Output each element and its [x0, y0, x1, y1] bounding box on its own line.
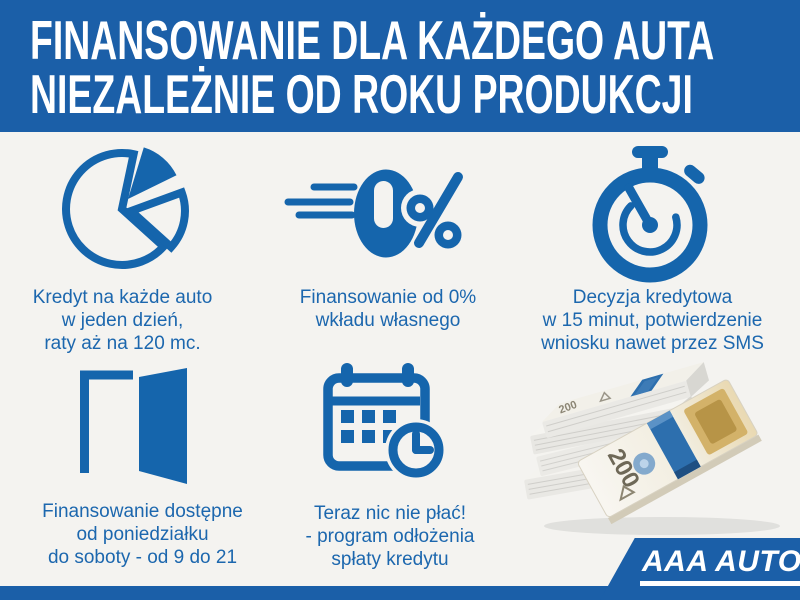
pie-chart-icon	[62, 147, 192, 282]
caption-line: w 15 minut, potwierdzenie	[542, 310, 763, 331]
header-line-2: NIEZALEŻNIE OD ROKU PRODUKCJI	[30, 63, 693, 125]
caption-line: wkładu własnego	[315, 310, 461, 331]
feature-caption-opening-hours: Finansowanie dostępne od poniedziałku do…	[15, 500, 270, 569]
feature-caption-deferred-payment: Teraz nic nie płać! - program odłożenia …	[265, 502, 515, 571]
banknote-200-label: 200	[557, 399, 578, 417]
feature-caption-credit: Kredyt na każde auto w jeden dzień, raty…	[5, 286, 240, 355]
stopwatch-icon	[586, 145, 718, 283]
caption-line: Teraz nic nie płać!	[313, 503, 467, 524]
caption-line: od poniedziałku	[76, 524, 209, 545]
caption-line: Kredyt na każde auto	[32, 287, 213, 308]
feature-caption-decision: Decyzja kredytowa w 15 minut, potwierdze…	[525, 286, 780, 355]
caption-line: raty aż na 120 mc.	[44, 333, 201, 354]
open-door-icon	[75, 366, 193, 488]
aaa-auto-logo-text: AAA AUTO	[640, 547, 800, 586]
caption-line: Finansowanie dostępne	[42, 501, 243, 522]
caption-line: Finansowanie od 0%	[299, 287, 477, 308]
aaa-auto-logo: AAA AUTO	[600, 538, 800, 600]
money-stacks-photo: 200 200	[512, 360, 792, 540]
caption-line: - program odłożenia	[305, 526, 475, 547]
header-banner: FINANSOWANIE DLA KAŻDEGO AUTA NIEZALEŻNI…	[0, 0, 800, 132]
zero-percent-icon	[280, 165, 475, 265]
caption-line: spłaty kredytu	[331, 549, 449, 570]
feature-caption-zero-percent: Finansowanie od 0% wkładu własnego	[268, 286, 508, 332]
caption-line: do soboty - od 9 do 21	[47, 547, 238, 568]
caption-line: Decyzja kredytowa	[572, 287, 733, 308]
bottom-accent-bar	[0, 586, 800, 600]
caption-line: w jeden dzień,	[61, 310, 184, 331]
caption-line: wniosku nawet przez SMS	[541, 333, 764, 354]
calendar-clock-icon	[322, 362, 447, 480]
header-line-1: FINANSOWANIE DLA KAŻDEGO AUTA	[30, 9, 715, 71]
